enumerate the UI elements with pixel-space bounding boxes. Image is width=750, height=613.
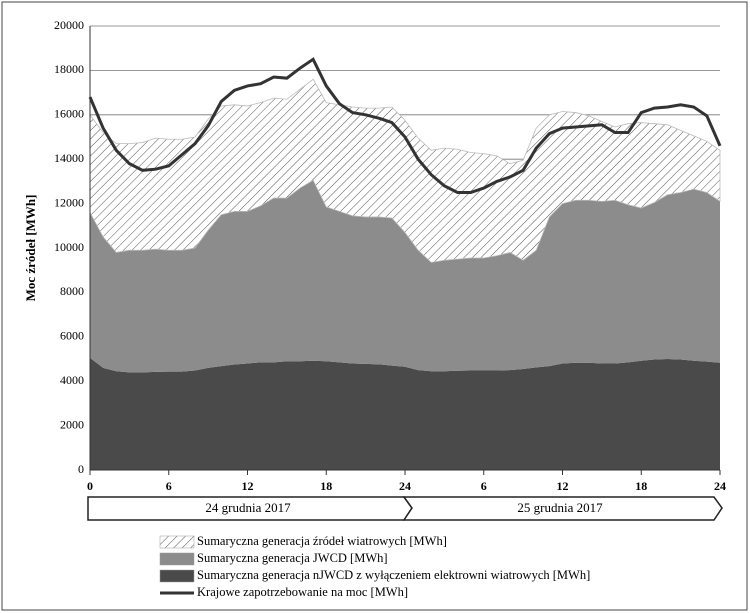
date-label: 24 grudnia 2017	[205, 500, 291, 515]
x-tick-label: 0	[87, 479, 93, 493]
x-tick-label: 24	[714, 479, 726, 493]
y-tick-label: 16000	[54, 107, 84, 121]
date-label: 25 grudnia 2017	[517, 500, 603, 515]
line	[88, 57, 722, 194]
y-tick-label: 6000	[60, 329, 84, 343]
x-tick-label: 24	[399, 479, 411, 493]
legend-label: Krajowe zapotrzebowanie na moc [MWh]	[197, 585, 408, 599]
y-tick-label: 18000	[54, 62, 84, 76]
x-tick-label: 12	[242, 479, 254, 493]
y-tick-label: 0	[78, 462, 84, 476]
legend-label: Sumaryczna generacja źródeł wiatrowych […	[197, 534, 447, 548]
area	[90, 357, 720, 470]
y-tick-label: 20000	[54, 18, 84, 32]
area	[90, 180, 720, 373]
y-tick-label: 14000	[54, 151, 84, 165]
y-tick-label: 10000	[54, 240, 84, 254]
x-tick-label: 18	[635, 479, 647, 493]
legend-label: Sumaryczna generacja JWCD [MWh]	[197, 551, 388, 565]
date-band	[402, 496, 723, 521]
y-tick-label: 2000	[60, 417, 84, 431]
legend-swatch	[159, 569, 195, 583]
x-tick-label: 12	[557, 479, 569, 493]
x-tick-label: 6	[166, 479, 172, 493]
legend-label: Sumaryczna generacja nJWCD z wyłączeniem…	[197, 568, 590, 582]
x-tick-label: 18	[320, 479, 332, 493]
area	[89, 78, 721, 263]
legend-swatch	[159, 535, 195, 549]
y-tick-label: 8000	[60, 284, 84, 298]
y-tick-label: 12000	[54, 195, 84, 209]
y-axis-label: Moc źródeł [MWh]	[23, 195, 38, 302]
legend-swatch	[159, 552, 195, 566]
x-tick-label: 6	[481, 479, 487, 493]
y-tick-label: 4000	[60, 373, 84, 387]
